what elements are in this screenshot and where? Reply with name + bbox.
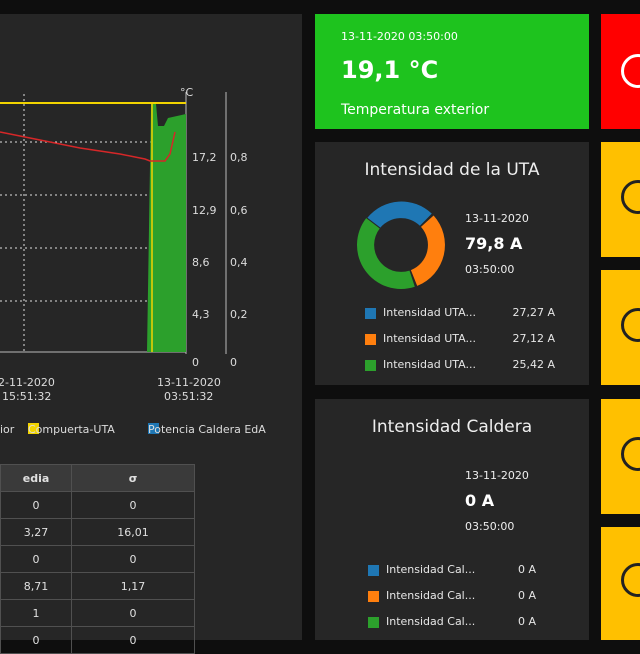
table-header-row: edia σ	[0, 464, 195, 492]
meter-tile[interactable]	[601, 399, 640, 514]
axis-a-tick: 17,2	[192, 151, 217, 164]
axis-b-tick: 0,2	[230, 308, 248, 321]
legend-swatch	[365, 360, 376, 371]
legend-value: 0 A	[517, 563, 536, 576]
legend-row[interactable]: Intensidad UTA... 25,42 A	[365, 358, 555, 374]
uta-intensity-card[interactable]: Intensidad de la UTA 13-11-2020 79,8 A 0…	[315, 142, 589, 385]
legend-row[interactable]: Intensidad UTA... 27,27 A	[365, 306, 555, 322]
legend-row[interactable]: Intensidad Cal... 0 A	[368, 615, 536, 631]
legend-swatch	[365, 334, 376, 345]
caldera-intensity-card[interactable]: Intensidad Caldera 13-11-2020 0 A 03:50:…	[315, 399, 589, 640]
line-chart: °C 17,2 12,9 8,6 4,3 0 0,8 0,6 0,4 0,2 0…	[0, 86, 248, 403]
table-cell: 1	[0, 599, 72, 627]
legend-name: Intensidad Cal...	[386, 615, 476, 628]
card-title: Intensidad de la UTA	[364, 160, 540, 180]
legend-value: 0 A	[517, 615, 536, 628]
axis-b-tick: 0	[230, 356, 237, 369]
table-cell: 0	[71, 626, 195, 654]
axis-b-tick: 0,4	[230, 256, 248, 269]
uta-value: 79,8 A	[465, 234, 523, 253]
potencia-area	[147, 104, 186, 352]
x-tick-date: 13-11-2020	[157, 376, 221, 389]
legend-swatch	[365, 308, 376, 319]
axis-b-tick: 0,8	[230, 151, 248, 164]
legend-label: Potencia Caldera EdA	[148, 423, 266, 436]
legend-value: 27,27 A	[512, 306, 555, 319]
table-cell: 0	[71, 545, 195, 573]
donut-segment	[367, 201, 432, 228]
legend-name: Intensidad UTA...	[383, 358, 476, 371]
legend-name: Intensidad UTA...	[383, 332, 476, 345]
alarm-tile[interactable]	[601, 14, 640, 129]
donut-segment	[357, 218, 415, 290]
table-cell: 0	[71, 599, 195, 627]
legend-value: 27,12 A	[512, 332, 555, 345]
axis-a-tick: 8,6	[192, 256, 210, 269]
axis-a-tick: 0	[192, 356, 199, 369]
legend-value: 0 A	[517, 589, 536, 602]
table-cell: 0	[71, 491, 195, 519]
table-cell: 0	[0, 491, 72, 519]
x-tick-time: 03:51:32	[164, 390, 213, 403]
temperature-label: Temperatura exterior	[341, 102, 490, 118]
column-header: edia	[0, 464, 72, 492]
table-cell: 3,27	[0, 518, 72, 546]
table-cell: 16,01	[71, 518, 195, 546]
legend-name: Intensidad Cal...	[386, 589, 476, 602]
table-cell: 1,17	[71, 572, 195, 600]
table-row: 8,71 1,17	[0, 572, 195, 600]
uta-time: 03:50:00	[465, 263, 515, 276]
column-header: σ	[71, 464, 195, 492]
legend-row[interactable]: Intensidad Cal... 0 A	[368, 589, 536, 605]
meter-icon	[621, 563, 640, 597]
temperature-timestamp: 13-11-2020 03:50:00	[341, 30, 458, 43]
legend-swatch	[368, 617, 379, 628]
axis-a-tick: 12,9	[192, 204, 217, 217]
caldera-time: 03:50:00	[465, 520, 515, 533]
caldera-date: 13-11-2020	[465, 469, 529, 482]
table-row: 3,27 16,01	[0, 518, 195, 546]
meter-tile[interactable]	[601, 142, 640, 257]
alarm-icon	[621, 54, 640, 88]
card-title: Intensidad Caldera	[371, 417, 533, 437]
x-tick-time: 15:51:32	[2, 390, 51, 403]
meter-icon	[621, 180, 640, 214]
legend-row[interactable]: Intensidad UTA... 27,12 A	[365, 332, 555, 348]
meter-tile[interactable]	[601, 270, 640, 385]
donut-segment	[410, 215, 445, 286]
temperature-tile[interactable]: 13-11-2020 03:50:00 19,1 °C Temperatura …	[315, 14, 589, 129]
legend-name: Intensidad Cal...	[386, 563, 476, 576]
temperature-line	[0, 131, 176, 162]
chart-legend: ior Compuerta-UTA Potencia Caldera EdA	[0, 423, 302, 441]
legend-value: 25,42 A	[512, 358, 555, 371]
legend-swatch	[28, 423, 39, 434]
axis-b-tick: 0,6	[230, 204, 248, 217]
uta-donut-chart	[357, 201, 445, 290]
meter-tile[interactable]	[601, 527, 640, 640]
meter-icon	[621, 437, 640, 471]
legend-label: Compuerta-UTA	[28, 423, 115, 436]
chart-panel: °C 17,2 12,9 8,6 4,3 0 0,8 0,6 0,4 0,2 0…	[0, 14, 302, 654]
unit-label: °C	[180, 86, 194, 99]
legend-label: ior	[0, 423, 15, 436]
table-cell: 8,71	[0, 572, 72, 600]
legend-swatch	[368, 591, 379, 602]
legend-swatch	[368, 565, 379, 576]
legend-name: Intensidad UTA...	[383, 306, 476, 319]
axis-a-tick: 4,3	[192, 308, 210, 321]
caldera-value: 0 A	[465, 491, 495, 510]
uta-date: 13-11-2020	[465, 212, 529, 225]
temperature-value: 19,1 °C	[341, 56, 439, 84]
legend-swatch	[148, 423, 159, 434]
table-cell: 0	[0, 545, 72, 573]
legend-row[interactable]: Intensidad Cal... 0 A	[368, 563, 536, 579]
x-tick-date: 2-11-2020	[0, 376, 55, 389]
meter-icon	[621, 308, 640, 342]
table-cell: 0	[0, 626, 72, 654]
